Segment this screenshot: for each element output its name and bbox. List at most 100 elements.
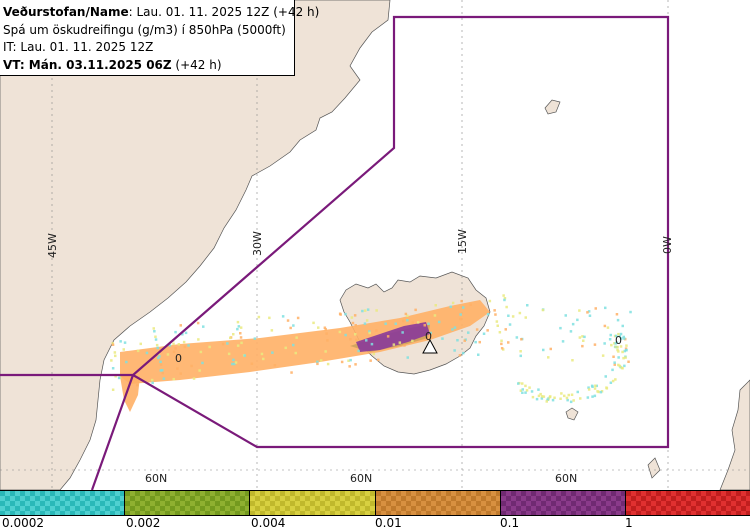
ash-speckle [618, 334, 621, 338]
ash-speckle [156, 346, 159, 350]
ash-speckle [594, 307, 597, 310]
lead-time: (+42 h) [171, 57, 222, 72]
ash-speckle [117, 376, 121, 380]
ash-speckle [613, 363, 616, 366]
ash-speckle [624, 356, 627, 359]
ash-speckle [292, 343, 295, 347]
ash-speckle [232, 358, 235, 362]
legend-label: 1 [625, 516, 633, 530]
legend-label: 0.002 [126, 516, 161, 530]
ash-speckle [338, 330, 342, 334]
ash-speckle [500, 339, 503, 342]
ash-speckle [434, 304, 437, 307]
ash-speckle [177, 343, 181, 346]
ash-speckle [530, 390, 534, 393]
ash-speckle [488, 299, 492, 303]
ash-speckle [363, 309, 367, 312]
ash-speckle [599, 390, 603, 394]
ash-speckle [474, 340, 477, 344]
ash-speckle [582, 339, 585, 342]
legend-label: 0.1 [500, 516, 520, 530]
ash-speckle [406, 319, 409, 322]
legend-label: 0.004 [251, 516, 286, 530]
ash-speckle [323, 326, 327, 329]
ash-speckle [508, 323, 512, 326]
ash-speckle [243, 354, 246, 357]
ash-speckle [620, 337, 623, 340]
ash-speckle [469, 303, 472, 306]
ash-speckle [363, 322, 367, 325]
ash-speckle [398, 341, 402, 344]
ash-speckle [603, 324, 607, 328]
ash-speckle [622, 335, 625, 339]
ash-speckle [229, 336, 232, 340]
ash-speckle [136, 383, 139, 387]
agency-name: Veðurstofan/Name [3, 5, 129, 19]
ash-speckle [615, 313, 619, 316]
color-legend [0, 490, 750, 516]
ash-speckle [498, 331, 502, 334]
ash-speckle [586, 311, 589, 314]
ash-speckle [232, 333, 235, 336]
ash-speckle [578, 336, 582, 339]
ash-speckle [572, 399, 575, 402]
latitude-label: 60N [145, 472, 167, 485]
ash-speckle [524, 391, 527, 394]
ash-speckle [260, 352, 264, 356]
ash-speckle [154, 338, 158, 341]
ash-speckle [295, 336, 298, 339]
ash-speckle [482, 332, 486, 335]
ash-speckle [456, 339, 459, 342]
ash-speckle [281, 315, 285, 318]
ash-speckle [586, 396, 590, 399]
ash-speckle [519, 350, 522, 353]
ash-speckle [155, 343, 159, 347]
ash-speckle [368, 331, 371, 335]
ash-speckle [462, 306, 465, 309]
ash-speckle [139, 342, 142, 346]
ash-dispersion-map: 0 0 0 45W 30W 15W 0W 60N 60N 60N [0, 0, 750, 490]
ash-speckle [565, 396, 569, 400]
ash-speckle [619, 345, 623, 348]
legend-label: 0.0002 [2, 516, 44, 530]
ash-speckle [594, 384, 597, 387]
ash-speckle [159, 369, 163, 372]
ash-speckle [581, 335, 584, 338]
ash-speckle [427, 322, 430, 325]
ash-speckle [505, 305, 508, 309]
latitude-label: 60N [350, 472, 372, 485]
ash-speckle [368, 330, 371, 333]
ash-speckle [316, 362, 319, 366]
ash-speckle [561, 340, 565, 343]
ash-speckle [542, 348, 545, 352]
ash-speckle [227, 352, 231, 356]
ash-speckle [375, 329, 378, 332]
ash-speckle [354, 333, 357, 336]
ash-speckle [403, 344, 406, 347]
ash-speckle [406, 314, 409, 317]
ash-speckle [494, 313, 497, 316]
legend-swatch [0, 491, 126, 515]
ash-speckle [587, 386, 590, 389]
ash-speckle [507, 314, 510, 317]
ash-speckle [111, 343, 115, 346]
ash-speckle [236, 320, 240, 324]
ash-speckle [392, 343, 396, 346]
ash-speckle [503, 298, 506, 302]
ash-speckle [316, 360, 319, 364]
ash-speckle [587, 310, 591, 313]
ash-speckle [617, 350, 620, 353]
ash-speckle [609, 381, 613, 384]
ash-speckle [496, 324, 499, 327]
ash-speckle [357, 349, 360, 353]
island-north [544, 99, 561, 115]
ash-speckle [507, 341, 510, 344]
ash-speckle [136, 349, 140, 353]
ash-speckle [182, 340, 186, 344]
ash-speckle [196, 321, 200, 325]
ash-speckle [540, 395, 544, 398]
ash-speckle [612, 355, 615, 358]
longitude-label-30w: 30W [251, 231, 264, 256]
ash-plume-high [356, 322, 430, 352]
ash-speckle [519, 389, 523, 392]
